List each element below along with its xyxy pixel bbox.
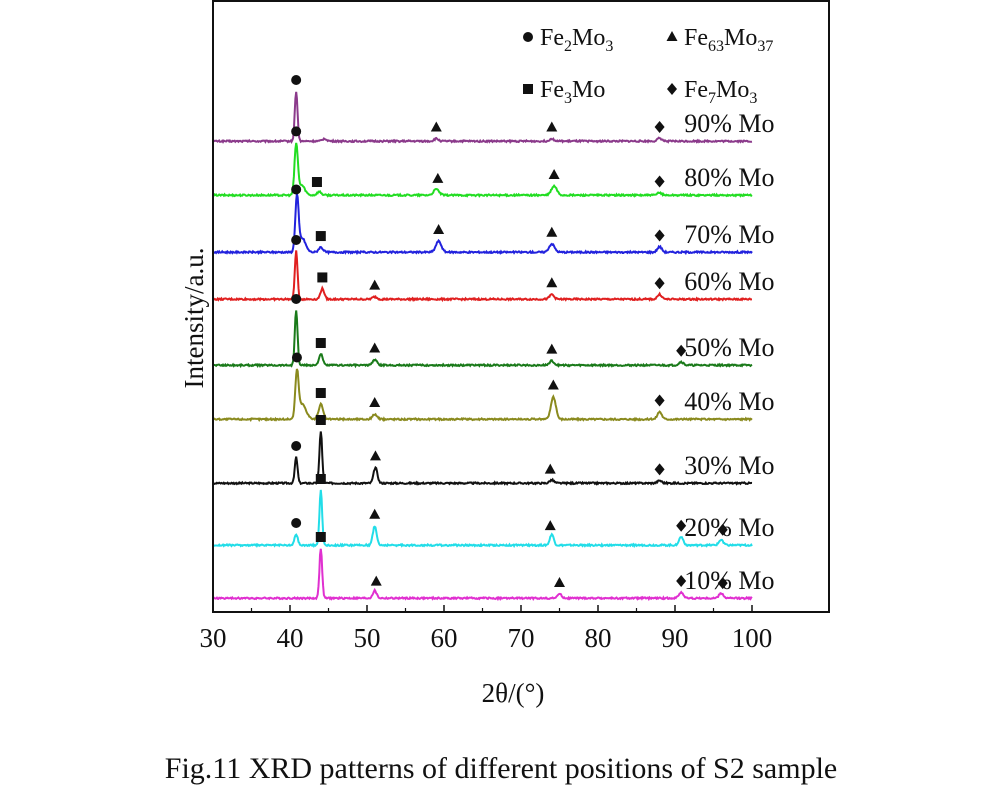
series-label: 80% Mo (684, 163, 774, 192)
diamond-phase-marker (654, 175, 665, 188)
legend-label: Fe3Mo (540, 77, 605, 107)
series-line (212, 91, 753, 144)
triangle-phase-marker (433, 224, 445, 234)
triangle-phase-marker (432, 172, 444, 183)
square-phase-marker (315, 387, 326, 398)
triangle-phase-marker (546, 343, 558, 354)
x-axis-title: 2θ/(°) (482, 678, 545, 708)
square-legend-marker (523, 84, 533, 94)
square-phase-marker (311, 177, 322, 188)
x-tick-label: 30 (200, 623, 227, 653)
series-label: 90% Mo (684, 109, 774, 138)
triangle-phase-marker (548, 169, 560, 179)
diamond-phase-marker (654, 394, 665, 407)
legend-label: Fe2Mo3 (540, 25, 613, 55)
circle-phase-marker (291, 184, 302, 195)
series-label: 60% Mo (684, 267, 774, 296)
x-tick-label: 50 (354, 623, 381, 653)
square-phase-marker (315, 231, 326, 242)
triangle-phase-marker (554, 577, 565, 587)
triangle-phase-marker (544, 520, 556, 531)
plot-content: 90% Mo 80% Mo 70% Mo 60% Mo 50% Mo 40% Mo 30% … (212, 75, 775, 602)
triangle-phase-marker (369, 342, 381, 353)
triangle-phase-marker (369, 279, 381, 290)
y-axis-title: Intensity/a.u. (179, 248, 209, 389)
axes: 30 40 50 60 70 80 90 100 (200, 0, 830, 653)
figure-caption: Fig.11 XRD patterns of different positio… (164, 752, 838, 785)
series-line (212, 489, 753, 549)
x-tick-label: 70 (508, 623, 535, 653)
diamond-legend-marker (667, 83, 677, 95)
diamond-phase-marker (654, 229, 665, 242)
series-line (212, 250, 752, 303)
series-label: 40% Mo (684, 387, 774, 416)
x-tick-label: 100 (732, 623, 773, 653)
diamond-phase-marker (676, 344, 687, 357)
square-phase-marker (315, 338, 326, 348)
triangle-phase-marker (546, 226, 558, 237)
triangle-phase-marker (369, 450, 381, 461)
triangle-phase-marker (430, 121, 442, 132)
x-tick-label: 40 (277, 623, 304, 653)
diamond-phase-marker (676, 519, 687, 532)
series-label: 30% Mo (684, 451, 774, 480)
square-phase-marker (317, 272, 328, 283)
x-tick-label: 60 (431, 623, 458, 653)
triangle-phase-marker (369, 508, 381, 519)
diamond-phase-marker (654, 121, 665, 133)
square-phase-marker (315, 415, 326, 425)
triangle-phase-marker (546, 277, 558, 288)
circle-phase-marker (291, 75, 302, 85)
triangle-phase-marker (370, 575, 382, 586)
series-label: 10% Mo (684, 566, 774, 595)
series-line (212, 310, 753, 369)
diamond-phase-marker (717, 577, 728, 590)
series-label: 70% Mo (684, 220, 774, 249)
series-line (212, 142, 753, 198)
legend-label: Fe7Mo3 (684, 77, 757, 107)
series-line (212, 193, 753, 256)
series-label: 50% Mo (684, 333, 774, 362)
x-tick-label: 80 (585, 623, 612, 653)
square-phase-marker (315, 532, 326, 542)
series-line (212, 548, 753, 602)
diamond-phase-marker (654, 463, 665, 476)
legend-label: Fe63Mo37 (684, 25, 773, 55)
triangle-legend-marker (666, 31, 678, 41)
diamond-phase-marker (717, 523, 728, 536)
x-tick-label: 90 (662, 623, 689, 653)
circle-legend-marker (523, 32, 533, 42)
square-phase-marker (315, 474, 326, 484)
diamond-phase-marker (676, 575, 687, 587)
circle-phase-marker (291, 441, 302, 451)
circle-phase-marker (291, 352, 302, 363)
phase-legend: Fe2Mo3 Fe63Mo37 Fe3Mo Fe7Mo3 (523, 25, 773, 107)
circle-phase-marker (291, 126, 302, 137)
diamond-phase-marker (654, 277, 665, 290)
series-line (212, 431, 753, 486)
circle-phase-marker (291, 235, 302, 245)
series-line (212, 368, 753, 422)
triangle-phase-marker (369, 397, 381, 407)
circle-phase-marker (291, 518, 302, 528)
triangle-phase-marker (546, 121, 558, 132)
triangle-phase-marker (547, 379, 559, 390)
circle-phase-marker (291, 294, 302, 304)
triangle-phase-marker (544, 463, 556, 474)
series-label: 20% Mo (684, 513, 774, 542)
